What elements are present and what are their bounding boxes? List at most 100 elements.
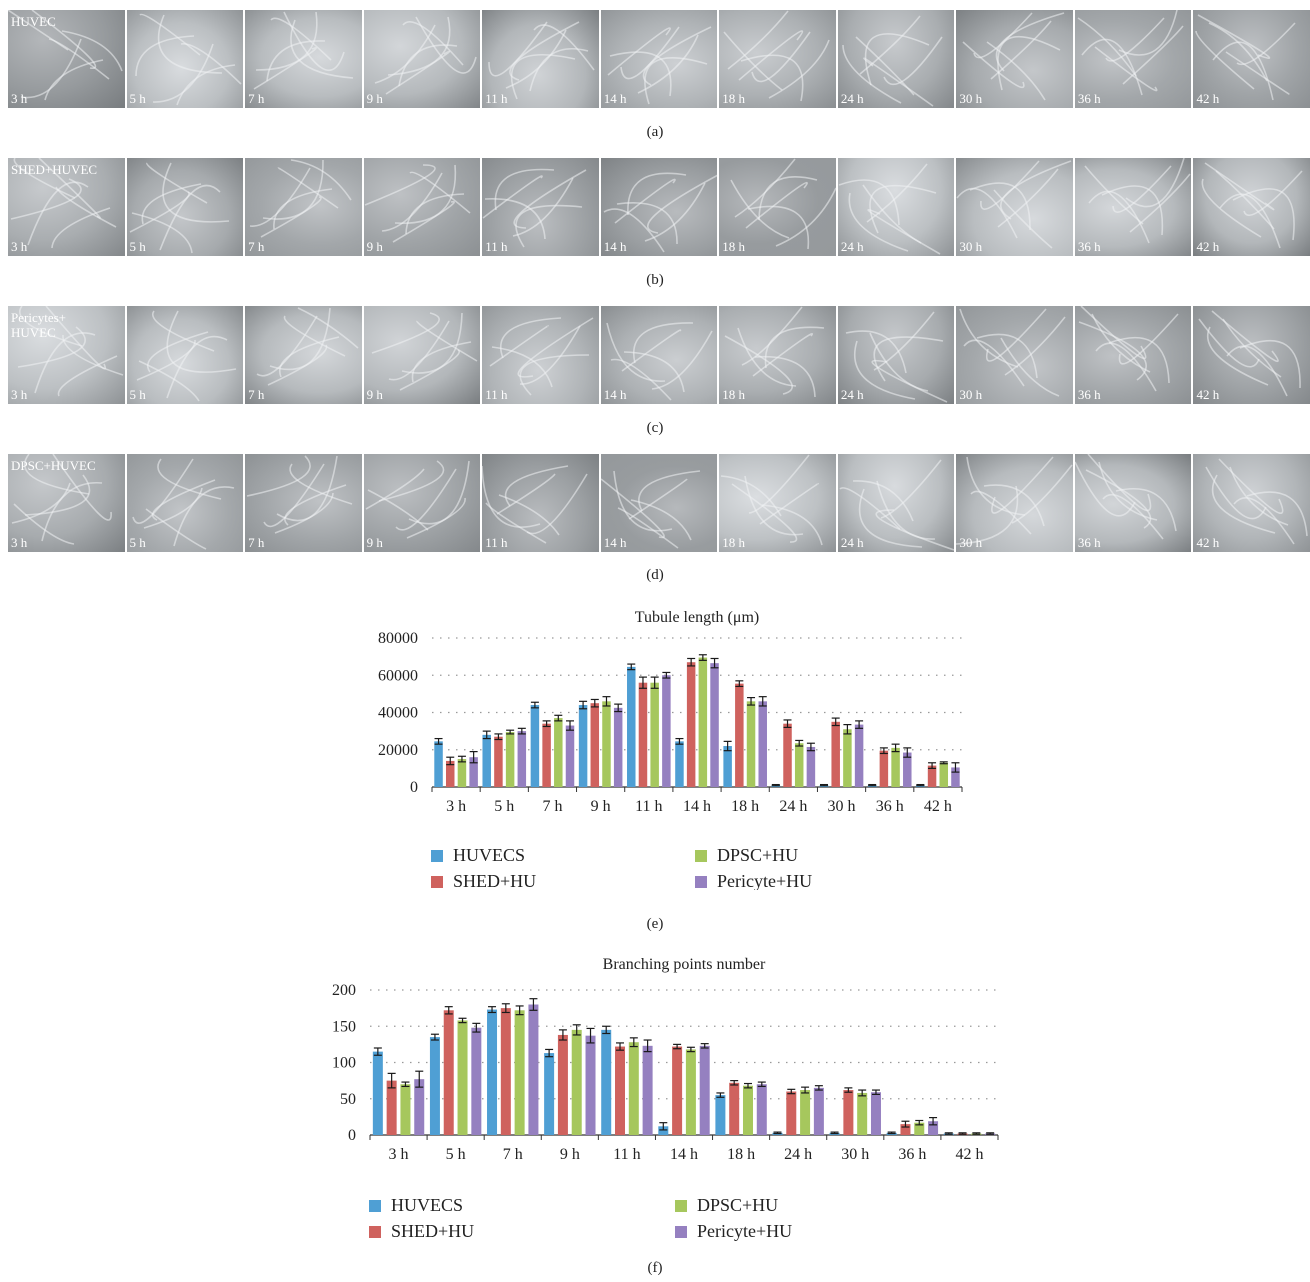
bar bbox=[650, 682, 659, 787]
bar bbox=[434, 741, 443, 787]
tubule-line bbox=[273, 188, 333, 230]
tubule-line bbox=[600, 478, 665, 539]
tubule-line bbox=[970, 182, 1032, 231]
time-label: 36 h bbox=[1077, 535, 1101, 550]
time-label: 30 h bbox=[959, 91, 983, 106]
legend-label: Pericyte+HU bbox=[717, 871, 812, 890]
tubule-line bbox=[1095, 342, 1157, 392]
tubule-line bbox=[31, 10, 97, 69]
bar bbox=[928, 1121, 939, 1135]
tubule-line bbox=[990, 20, 1052, 80]
tubule-line bbox=[1201, 178, 1262, 238]
x-tick-label: 42 h bbox=[924, 798, 952, 815]
cell-network-texture bbox=[730, 158, 836, 250]
tubule-line bbox=[517, 317, 594, 378]
tubule-line bbox=[1101, 185, 1164, 236]
tubule-line bbox=[367, 489, 429, 531]
tubule-line bbox=[1207, 326, 1269, 386]
legend-label: Pericyte+HU bbox=[697, 1221, 792, 1241]
legend-swatch bbox=[369, 1226, 381, 1238]
bar bbox=[372, 1051, 383, 1135]
tubule-line bbox=[873, 311, 935, 371]
y-tick-label: 50 bbox=[340, 1091, 356, 1108]
tubule-line bbox=[134, 35, 194, 77]
tubule-line bbox=[852, 480, 914, 522]
tubule-line bbox=[646, 174, 718, 234]
x-tick-label: 36 h bbox=[898, 1146, 926, 1163]
tubule-line bbox=[406, 497, 466, 539]
micrograph-frame: 30 h bbox=[956, 158, 1075, 256]
bar bbox=[602, 701, 611, 787]
micrograph-frame: 7 h bbox=[245, 10, 364, 108]
tubule-line bbox=[13, 158, 76, 199]
tubule-line bbox=[1222, 318, 1282, 378]
tubule-line bbox=[1229, 466, 1289, 526]
micrograph-frame: Pericytes+ HUVEC 3 h bbox=[8, 306, 127, 404]
tubule-line bbox=[1078, 321, 1147, 381]
tubule-line bbox=[1212, 41, 1275, 101]
bar bbox=[445, 760, 455, 787]
tubule-line bbox=[55, 186, 117, 228]
chart-title: Branching points number bbox=[603, 956, 766, 973]
micrograph-frame: 36 h bbox=[1074, 158, 1194, 256]
cell-network-texture bbox=[723, 10, 831, 102]
tubule-line bbox=[1195, 30, 1255, 90]
bar bbox=[528, 1004, 539, 1135]
tubule-line bbox=[513, 169, 587, 229]
micrograph-frame: SHED+HUVEC 3 h bbox=[8, 158, 127, 256]
tubule-line bbox=[1233, 497, 1296, 545]
time-label: 7 h bbox=[248, 535, 265, 550]
tubule-line bbox=[1000, 337, 1060, 397]
tubule-line bbox=[277, 167, 339, 209]
panel-caption-d: (d) bbox=[646, 567, 664, 583]
x-tick-label: 5 h bbox=[494, 798, 514, 815]
tubule-line bbox=[986, 41, 1047, 101]
tubule-line bbox=[626, 172, 686, 216]
bar bbox=[457, 1020, 468, 1135]
tubule-line bbox=[515, 204, 583, 248]
tubule-line bbox=[1198, 14, 1271, 59]
bar bbox=[557, 1034, 568, 1135]
tubule-line bbox=[10, 178, 82, 220]
legend-swatch bbox=[431, 850, 443, 862]
y-tick-label: 80000 bbox=[378, 630, 418, 647]
tubule-line bbox=[605, 322, 665, 382]
group-label: HUVEC bbox=[11, 14, 56, 29]
time-label: 14 h bbox=[603, 535, 627, 550]
micrograph-frame: 18 h bbox=[719, 454, 838, 552]
bar bbox=[729, 1082, 740, 1135]
bar bbox=[831, 721, 840, 787]
tubule-line bbox=[630, 499, 692, 541]
bar bbox=[471, 1027, 482, 1135]
cell-network-texture bbox=[134, 13, 242, 106]
tubule-line bbox=[485, 198, 546, 240]
tubule-line bbox=[401, 312, 463, 374]
tubule-line bbox=[269, 307, 331, 371]
tubule-line bbox=[511, 53, 576, 100]
x-tick-label: 24 h bbox=[779, 798, 807, 815]
tubule-line bbox=[289, 463, 353, 505]
micrograph-frame: 30 h bbox=[956, 454, 1075, 552]
x-tick-label: 3 h bbox=[446, 798, 466, 815]
tubule-line bbox=[533, 24, 595, 71]
time-label: 24 h bbox=[840, 387, 864, 402]
tubule-line bbox=[402, 21, 464, 66]
tubule-line bbox=[378, 460, 444, 502]
tubule-line bbox=[858, 488, 922, 548]
tubule-line bbox=[619, 26, 680, 80]
tubule-line bbox=[628, 478, 688, 520]
tubule-line bbox=[603, 208, 665, 253]
tubule-line bbox=[371, 312, 440, 354]
tubule-line bbox=[745, 181, 809, 229]
micrograph-frame: 18 h bbox=[719, 306, 838, 404]
time-label: 18 h bbox=[722, 535, 746, 550]
time-label: 42 h bbox=[1196, 387, 1220, 402]
bar bbox=[675, 741, 684, 787]
tubule-line bbox=[52, 454, 112, 521]
tubule-line bbox=[246, 455, 311, 497]
micrograph-frame: 42 h bbox=[1193, 454, 1310, 552]
tubule-line bbox=[752, 332, 814, 377]
y-tick-label: 0 bbox=[410, 779, 418, 796]
x-tick-label: 30 h bbox=[841, 1146, 869, 1163]
bar bbox=[482, 734, 491, 787]
